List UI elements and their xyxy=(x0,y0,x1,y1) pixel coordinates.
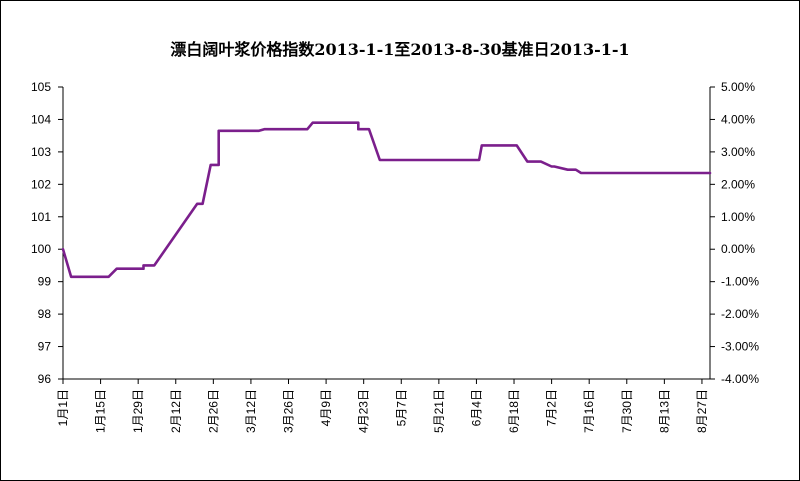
price-index-line xyxy=(61,121,712,279)
x-tick-label: 5月21日 xyxy=(432,389,446,433)
y-right-tick-label: -4.00% xyxy=(721,372,759,386)
y-right-tick-label: 1.00% xyxy=(721,210,755,224)
x-tick-label: 7月30日 xyxy=(620,389,634,433)
x-tick-label: 6月18日 xyxy=(507,389,521,433)
x-tick-label: 4月9日 xyxy=(319,389,333,426)
x-tick-label: 2月26日 xyxy=(206,389,220,433)
x-tick-label: 3月26日 xyxy=(282,389,296,433)
y-right-tick-label: 5.00% xyxy=(721,80,755,94)
x-tick-label: 1月1日 xyxy=(56,389,70,426)
y-left-tick-label: 104 xyxy=(31,112,51,126)
x-tick-label: 8月27日 xyxy=(695,389,709,433)
y-left-tick-label: 101 xyxy=(31,210,51,224)
y-left-tick-label: 98 xyxy=(38,307,52,321)
y-right-tick-label: 3.00% xyxy=(721,145,755,159)
y-left-tick-label: 100 xyxy=(31,242,51,256)
y-right-tick-label: 2.00% xyxy=(721,177,755,191)
x-tick-label: 7月2日 xyxy=(545,389,559,426)
y-right-tick-label: 0.00% xyxy=(721,242,755,256)
chart-title: 漂白阔叶浆价格指数2013-1-1至2013-8-30基准日2013-1-1 xyxy=(170,40,630,59)
y-left-tick-label: 97 xyxy=(38,340,52,354)
x-tick-label: 6月4日 xyxy=(469,389,483,426)
x-tick-label: 1月29日 xyxy=(131,389,145,433)
x-tick-label: 1月15日 xyxy=(94,389,108,433)
y-right-tick-label: -2.00% xyxy=(721,307,759,321)
x-tick-label: 4月23日 xyxy=(357,389,371,433)
y-left-tick-label: 99 xyxy=(38,275,52,289)
x-tick-label: 5月7日 xyxy=(394,389,408,426)
x-tick-label: 7月16日 xyxy=(582,389,596,433)
y-left-tick-label: 105 xyxy=(31,80,51,94)
y-left-tick-label: 102 xyxy=(31,177,51,191)
y-right-tick-label: -1.00% xyxy=(721,275,759,289)
x-tick-label: 8月13日 xyxy=(657,389,671,433)
x-tick-label: 2月12日 xyxy=(169,389,183,433)
x-tick-label: 3月12日 xyxy=(244,389,258,433)
y-right-tick-label: -3.00% xyxy=(721,340,759,354)
y-left-tick-label: 96 xyxy=(38,372,52,386)
y-left-tick-label: 103 xyxy=(31,145,51,159)
y-right-tick-label: 4.00% xyxy=(721,112,755,126)
